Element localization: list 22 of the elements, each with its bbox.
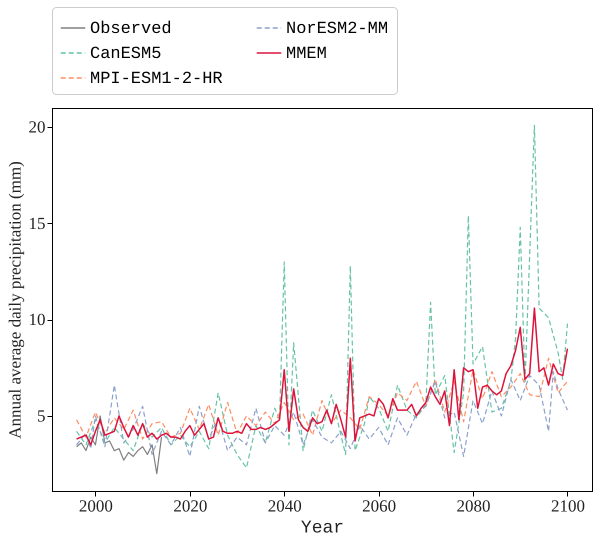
y-tick-label: 15 [28, 214, 46, 233]
x-tick-label: 2040 [268, 496, 302, 516]
legend-label: NorESM2-MM [286, 20, 388, 39]
legend-label: MMEM [286, 45, 327, 64]
x-tick-label: 2080 [456, 496, 491, 516]
legend-label: CanESM5 [90, 45, 162, 64]
y-tick-label: 10 [28, 310, 46, 330]
x-tick-label: 2020 [173, 496, 208, 516]
legend-label: Observed [90, 20, 172, 39]
line-series [76, 307, 568, 446]
line-series [76, 371, 568, 457]
x-tick-label: 2100 [550, 496, 585, 516]
line-series [76, 124, 568, 469]
y-tick-label: 5 [37, 406, 46, 426]
x-tick-label: 2060 [362, 496, 396, 516]
y-tick-label: 20 [28, 118, 46, 137]
y-axis-title: Annual average daily precipitation (mm) [6, 161, 24, 439]
line-series [76, 415, 162, 474]
x-tick-label: 2000 [78, 496, 113, 516]
legend-label: MPI-ESM1-2-HR [90, 70, 223, 89]
line-series [76, 358, 568, 440]
x-axis-title: Year [300, 518, 344, 538]
